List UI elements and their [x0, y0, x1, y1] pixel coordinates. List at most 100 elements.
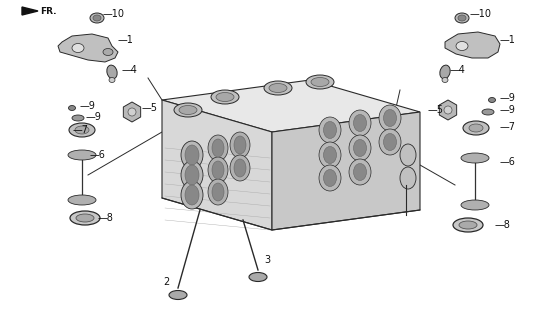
Ellipse shape	[461, 200, 489, 210]
Ellipse shape	[482, 109, 494, 115]
Text: —6: —6	[90, 150, 106, 160]
Ellipse shape	[319, 142, 341, 168]
Text: —5: —5	[142, 103, 158, 113]
Ellipse shape	[69, 123, 95, 137]
Ellipse shape	[212, 139, 224, 157]
Text: —5: —5	[428, 105, 444, 115]
Ellipse shape	[489, 98, 496, 102]
Ellipse shape	[379, 105, 401, 131]
Ellipse shape	[453, 218, 483, 232]
Ellipse shape	[306, 75, 334, 89]
Ellipse shape	[70, 211, 100, 225]
Ellipse shape	[181, 161, 203, 189]
Text: —4: —4	[122, 65, 138, 75]
Ellipse shape	[349, 110, 371, 136]
Text: —4: —4	[450, 65, 466, 75]
Text: —9: —9	[80, 101, 96, 111]
Ellipse shape	[323, 122, 336, 139]
Ellipse shape	[456, 42, 468, 51]
Ellipse shape	[461, 153, 489, 163]
Ellipse shape	[107, 65, 117, 79]
Ellipse shape	[463, 121, 489, 135]
Polygon shape	[272, 112, 420, 230]
Ellipse shape	[379, 129, 401, 155]
Text: —9: —9	[86, 112, 102, 122]
Ellipse shape	[230, 155, 250, 181]
Ellipse shape	[212, 161, 224, 179]
Ellipse shape	[109, 77, 115, 83]
Text: —9: —9	[500, 105, 516, 115]
Ellipse shape	[444, 106, 452, 114]
Ellipse shape	[68, 150, 96, 160]
Ellipse shape	[354, 140, 367, 156]
Ellipse shape	[234, 136, 246, 154]
Text: 2: 2	[163, 277, 169, 287]
Ellipse shape	[185, 165, 199, 185]
Ellipse shape	[323, 170, 336, 187]
Text: —7: —7	[500, 122, 516, 132]
Ellipse shape	[208, 135, 228, 161]
Ellipse shape	[93, 15, 101, 21]
Ellipse shape	[442, 77, 448, 83]
Text: —9: —9	[500, 93, 516, 103]
Text: —8: —8	[98, 213, 114, 223]
Ellipse shape	[455, 13, 469, 23]
Ellipse shape	[354, 115, 367, 132]
Ellipse shape	[212, 183, 224, 201]
Ellipse shape	[179, 106, 197, 115]
Text: —10: —10	[470, 9, 492, 19]
Polygon shape	[162, 80, 420, 132]
Polygon shape	[22, 7, 38, 15]
Ellipse shape	[128, 108, 136, 116]
Polygon shape	[162, 100, 272, 230]
Text: —1: —1	[118, 35, 134, 45]
Ellipse shape	[185, 185, 199, 205]
Ellipse shape	[75, 126, 89, 134]
Text: FR.: FR.	[40, 6, 57, 15]
Ellipse shape	[323, 147, 336, 164]
Ellipse shape	[181, 141, 203, 169]
Polygon shape	[440, 100, 457, 120]
Ellipse shape	[216, 92, 234, 101]
Ellipse shape	[211, 90, 239, 104]
Ellipse shape	[76, 214, 94, 222]
Ellipse shape	[383, 133, 396, 150]
Ellipse shape	[319, 117, 341, 143]
Ellipse shape	[208, 179, 228, 205]
Ellipse shape	[234, 159, 246, 177]
Polygon shape	[58, 34, 118, 62]
Ellipse shape	[349, 135, 371, 161]
Ellipse shape	[349, 159, 371, 185]
Ellipse shape	[90, 13, 104, 23]
Ellipse shape	[354, 164, 367, 180]
Ellipse shape	[181, 181, 203, 209]
Ellipse shape	[249, 273, 267, 282]
Text: —10: —10	[103, 9, 125, 19]
Ellipse shape	[383, 109, 396, 126]
Text: 3: 3	[264, 255, 270, 265]
Text: —7: —7	[73, 125, 89, 135]
Ellipse shape	[469, 124, 483, 132]
Ellipse shape	[458, 15, 466, 21]
Polygon shape	[123, 102, 140, 122]
Ellipse shape	[230, 132, 250, 158]
Text: —1: —1	[500, 35, 516, 45]
Text: —6: —6	[500, 157, 516, 167]
Ellipse shape	[185, 145, 199, 165]
Ellipse shape	[208, 157, 228, 183]
Ellipse shape	[103, 49, 113, 55]
Ellipse shape	[169, 291, 187, 300]
Ellipse shape	[72, 44, 84, 52]
Text: —8: —8	[495, 220, 511, 230]
Ellipse shape	[440, 65, 450, 79]
Ellipse shape	[459, 221, 477, 229]
Ellipse shape	[319, 165, 341, 191]
Ellipse shape	[400, 144, 416, 166]
Polygon shape	[445, 32, 500, 58]
Ellipse shape	[400, 167, 416, 189]
Ellipse shape	[311, 77, 329, 86]
Ellipse shape	[269, 84, 287, 92]
Ellipse shape	[69, 106, 76, 110]
Ellipse shape	[264, 81, 292, 95]
Ellipse shape	[72, 115, 84, 121]
